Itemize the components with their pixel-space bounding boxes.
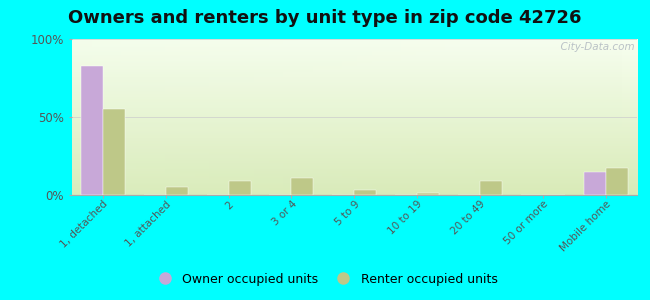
Bar: [480, 181, 502, 195]
Bar: [354, 190, 376, 195]
Bar: [229, 181, 250, 195]
Bar: [291, 178, 313, 195]
Bar: [103, 109, 125, 195]
Bar: [584, 172, 606, 195]
Bar: [166, 187, 188, 195]
Legend: Owner occupied units, Renter occupied units: Owner occupied units, Renter occupied un…: [148, 268, 502, 291]
Text: City-Data.com: City-Data.com: [554, 42, 634, 52]
Text: Owners and renters by unit type in zip code 42726: Owners and renters by unit type in zip c…: [68, 9, 582, 27]
Bar: [606, 169, 627, 195]
Bar: [81, 65, 103, 195]
Bar: [417, 194, 439, 195]
